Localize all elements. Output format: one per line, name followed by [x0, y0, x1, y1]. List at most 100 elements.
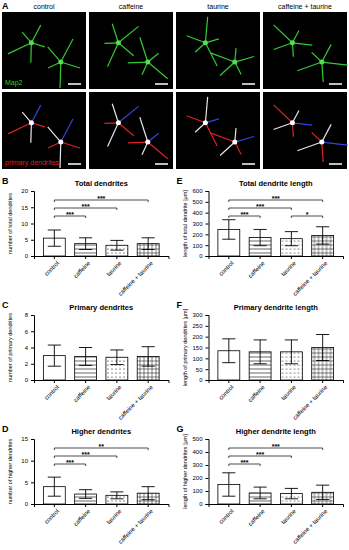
y-tick: 100 [192, 243, 208, 249]
x-tick: taurine [280, 256, 298, 277]
marks [218, 473, 334, 504]
y-tick-label: 15 [21, 205, 28, 211]
soma [116, 40, 121, 45]
y-tick: 0 [25, 377, 34, 383]
panel-letter: G [177, 424, 184, 434]
x-tick-mark [54, 380, 55, 383]
y-tick-mark [206, 337, 209, 338]
tile-background [2, 92, 86, 169]
dendrite [322, 142, 323, 162]
y-tick: 0 [199, 377, 208, 383]
tile-background [89, 92, 173, 169]
y-tick: 2 [25, 361, 34, 367]
dendrite [118, 123, 133, 136]
significance-label: *** [82, 203, 90, 210]
dendrite [148, 62, 168, 79]
marks [43, 477, 159, 504]
y-tick-mark [206, 348, 209, 349]
significance-label: *** [66, 459, 74, 466]
y-tick-label: 300 [192, 221, 203, 227]
column-label: caffeine + taurine [278, 3, 332, 10]
chart-title: Primary dendrites [69, 303, 133, 312]
marks [218, 220, 334, 256]
x-tick-label: caffeine + taurine [117, 384, 154, 421]
x-tick-mark [260, 504, 261, 507]
y-tick: 10 [21, 458, 34, 464]
y-axis: 050100150200250300 [192, 312, 209, 383]
soma [116, 120, 121, 125]
y-axis: 02468 [25, 312, 35, 383]
dendrite [59, 142, 61, 168]
y-tick-label: 2 [25, 361, 29, 367]
marks [218, 335, 334, 381]
y-axis-title: length of higher dendrites [µm] [182, 434, 188, 509]
x-tick-mark [322, 380, 323, 383]
x-axis-line [209, 381, 344, 384]
x-tick-mark [116, 380, 117, 383]
y-tick-label: 50 [196, 367, 203, 373]
dendrite [187, 116, 206, 123]
x-tick-label: taurine [280, 260, 298, 278]
error-bar [316, 335, 329, 361]
x-tick: caffeine + taurine [117, 504, 154, 545]
soma [145, 60, 150, 65]
x-tick-label: caffeine [72, 508, 91, 527]
image-tile [176, 92, 260, 169]
y-tick: 300 [192, 221, 208, 227]
y-axis: 0100200300400500600 [192, 188, 209, 259]
y-tick-label: 0 [25, 253, 29, 259]
y-tick-mark [206, 326, 209, 327]
y-tick-mark [31, 240, 34, 241]
error-bar [48, 477, 61, 496]
x-tick-label: caffeine [247, 260, 266, 279]
y-tick-label: 0 [25, 501, 29, 507]
dendrite [210, 53, 234, 62]
y-tick-label: 300 [192, 462, 203, 468]
x-tick-label: taurine [280, 384, 298, 402]
y-tick: 0 [25, 501, 34, 507]
image-tile [263, 12, 348, 89]
x-tick-label: taurine [105, 508, 123, 526]
chart-title: Primary dendrite length [234, 303, 319, 312]
y-tick-label: 20 [21, 188, 28, 194]
y-tick: 20 [21, 188, 34, 194]
y-tick-mark [31, 224, 34, 225]
y-tick-mark [206, 369, 209, 370]
x-tick: caffeine [247, 256, 266, 279]
x-tick: caffeine [72, 504, 91, 527]
y-tick-label: 4 [25, 345, 29, 351]
y-tick-mark [31, 504, 34, 505]
x-tick: caffeine + taurine [117, 256, 154, 297]
error-bar [222, 473, 235, 496]
y-tick-mark [206, 213, 209, 214]
x-tick: caffeine + taurine [292, 256, 329, 297]
x-tick-mark [228, 380, 229, 383]
y-tick-label: 15 [21, 436, 28, 442]
x-tick-mark [322, 504, 323, 507]
y-tick-label: 6 [25, 329, 29, 335]
y-tick: 0 [199, 501, 208, 507]
x-tick: taurine [105, 380, 123, 401]
y-axis-line [206, 316, 210, 381]
x-tick-mark [291, 380, 292, 383]
dendrite [274, 43, 293, 50]
scale-bar [329, 83, 342, 85]
y-tick-mark [206, 202, 209, 203]
x-tick-label: control [218, 260, 235, 277]
y-tick-mark [206, 439, 209, 440]
y-tick: 15 [21, 205, 34, 211]
y-tick: 200 [192, 475, 208, 481]
panel-letter: C [2, 300, 9, 310]
significance-label: *** [97, 195, 105, 202]
y-tick-label: 400 [192, 449, 203, 455]
figure: Acontrolcaffeinetaurinecaffeine + taurin… [0, 0, 349, 550]
y-tick-label: 200 [192, 232, 203, 238]
dendrite [274, 25, 293, 43]
y-tick-mark [206, 465, 209, 466]
soma [29, 40, 34, 45]
y-tick-label: 100 [192, 243, 203, 249]
error-bar [48, 345, 61, 366]
significance-label: *** [240, 459, 248, 466]
y-axis: 0100200300400500 [192, 436, 209, 507]
y-tick-mark [31, 364, 34, 365]
